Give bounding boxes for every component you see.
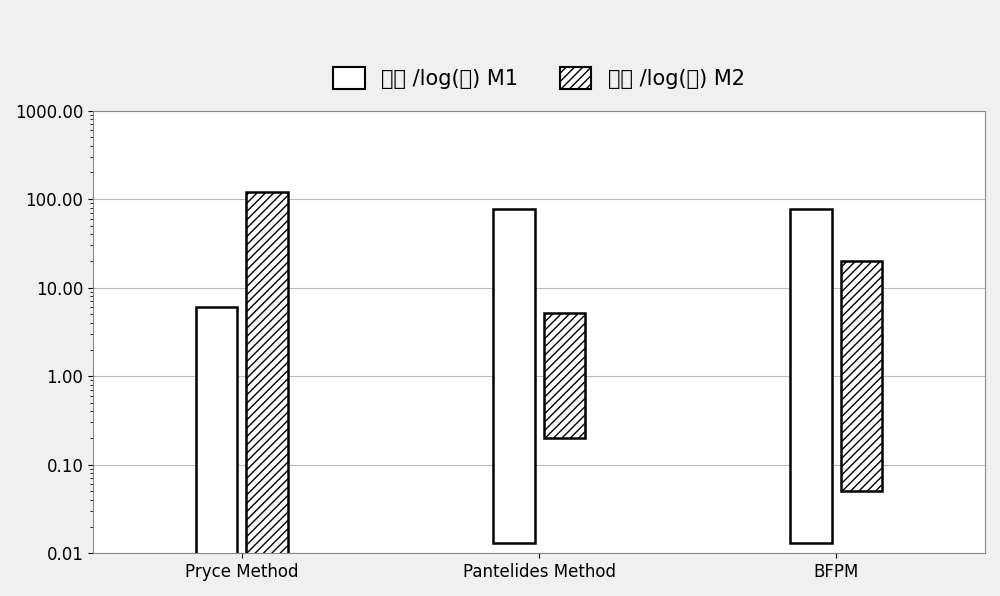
Bar: [790, 209, 832, 543]
Bar: [493, 209, 535, 543]
Bar: [246, 192, 288, 596]
Bar: [196, 308, 237, 596]
Bar: [544, 313, 585, 438]
Bar: [841, 261, 882, 491]
Legend: 耗时 /log(秒) M1, 耗时 /log(秒) M2: 耗时 /log(秒) M1, 耗时 /log(秒) M2: [325, 59, 753, 97]
